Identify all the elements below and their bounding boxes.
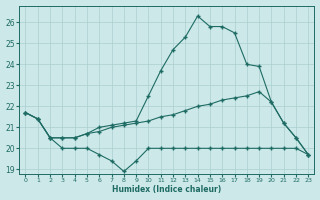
X-axis label: Humidex (Indice chaleur): Humidex (Indice chaleur) (112, 185, 221, 194)
